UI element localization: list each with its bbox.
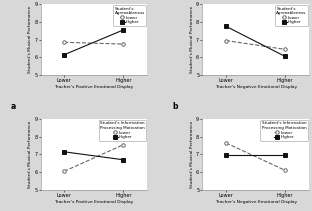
Y-axis label: Student's Musical Performance: Student's Musical Performance <box>28 121 32 188</box>
Legend: Lower, Higher: Lower, Higher <box>275 5 308 26</box>
X-axis label: Teacher's Positive Emotional Display: Teacher's Positive Emotional Display <box>54 85 134 89</box>
Lower <box>62 41 66 44</box>
Lower <box>121 143 125 146</box>
Line: Lower: Lower <box>224 39 287 51</box>
X-axis label: Teacher's Positive Emotional Display: Teacher's Positive Emotional Display <box>54 200 134 204</box>
Line: Lower: Lower <box>62 41 125 46</box>
Line: Higher: Higher <box>62 150 125 161</box>
Higher <box>283 55 287 58</box>
Higher <box>121 29 125 31</box>
Legend: Lower, Higher: Lower, Higher <box>261 120 308 141</box>
Higher <box>62 53 66 56</box>
Line: Lower: Lower <box>62 143 125 173</box>
Lower <box>283 48 287 51</box>
Higher <box>62 150 66 153</box>
Lower <box>62 170 66 173</box>
Higher <box>224 25 228 28</box>
Lower <box>224 39 228 42</box>
Higher <box>283 154 287 157</box>
Y-axis label: Student's Musical Performance: Student's Musical Performance <box>190 6 194 73</box>
Line: Higher: Higher <box>62 28 125 57</box>
Legend: Lower, Higher: Lower, Higher <box>99 120 146 141</box>
Line: Higher: Higher <box>224 154 287 157</box>
Higher <box>224 154 228 157</box>
X-axis label: Teacher's Negative Emotional Display: Teacher's Negative Emotional Display <box>215 200 297 204</box>
Line: Lower: Lower <box>224 141 287 172</box>
Lower <box>224 142 228 144</box>
Text: b: b <box>173 102 178 111</box>
Text: a: a <box>11 102 16 111</box>
Lower <box>121 43 125 45</box>
Y-axis label: Student's Musical Performance: Student's Musical Performance <box>28 6 32 73</box>
Y-axis label: Student's Musical Performance: Student's Musical Performance <box>190 121 194 188</box>
Legend: Lower, Higher: Lower, Higher <box>113 5 146 26</box>
Higher <box>121 158 125 161</box>
X-axis label: Teacher's Negative Emotional Display: Teacher's Negative Emotional Display <box>215 85 297 89</box>
Line: Higher: Higher <box>224 25 287 58</box>
Lower <box>283 169 287 172</box>
